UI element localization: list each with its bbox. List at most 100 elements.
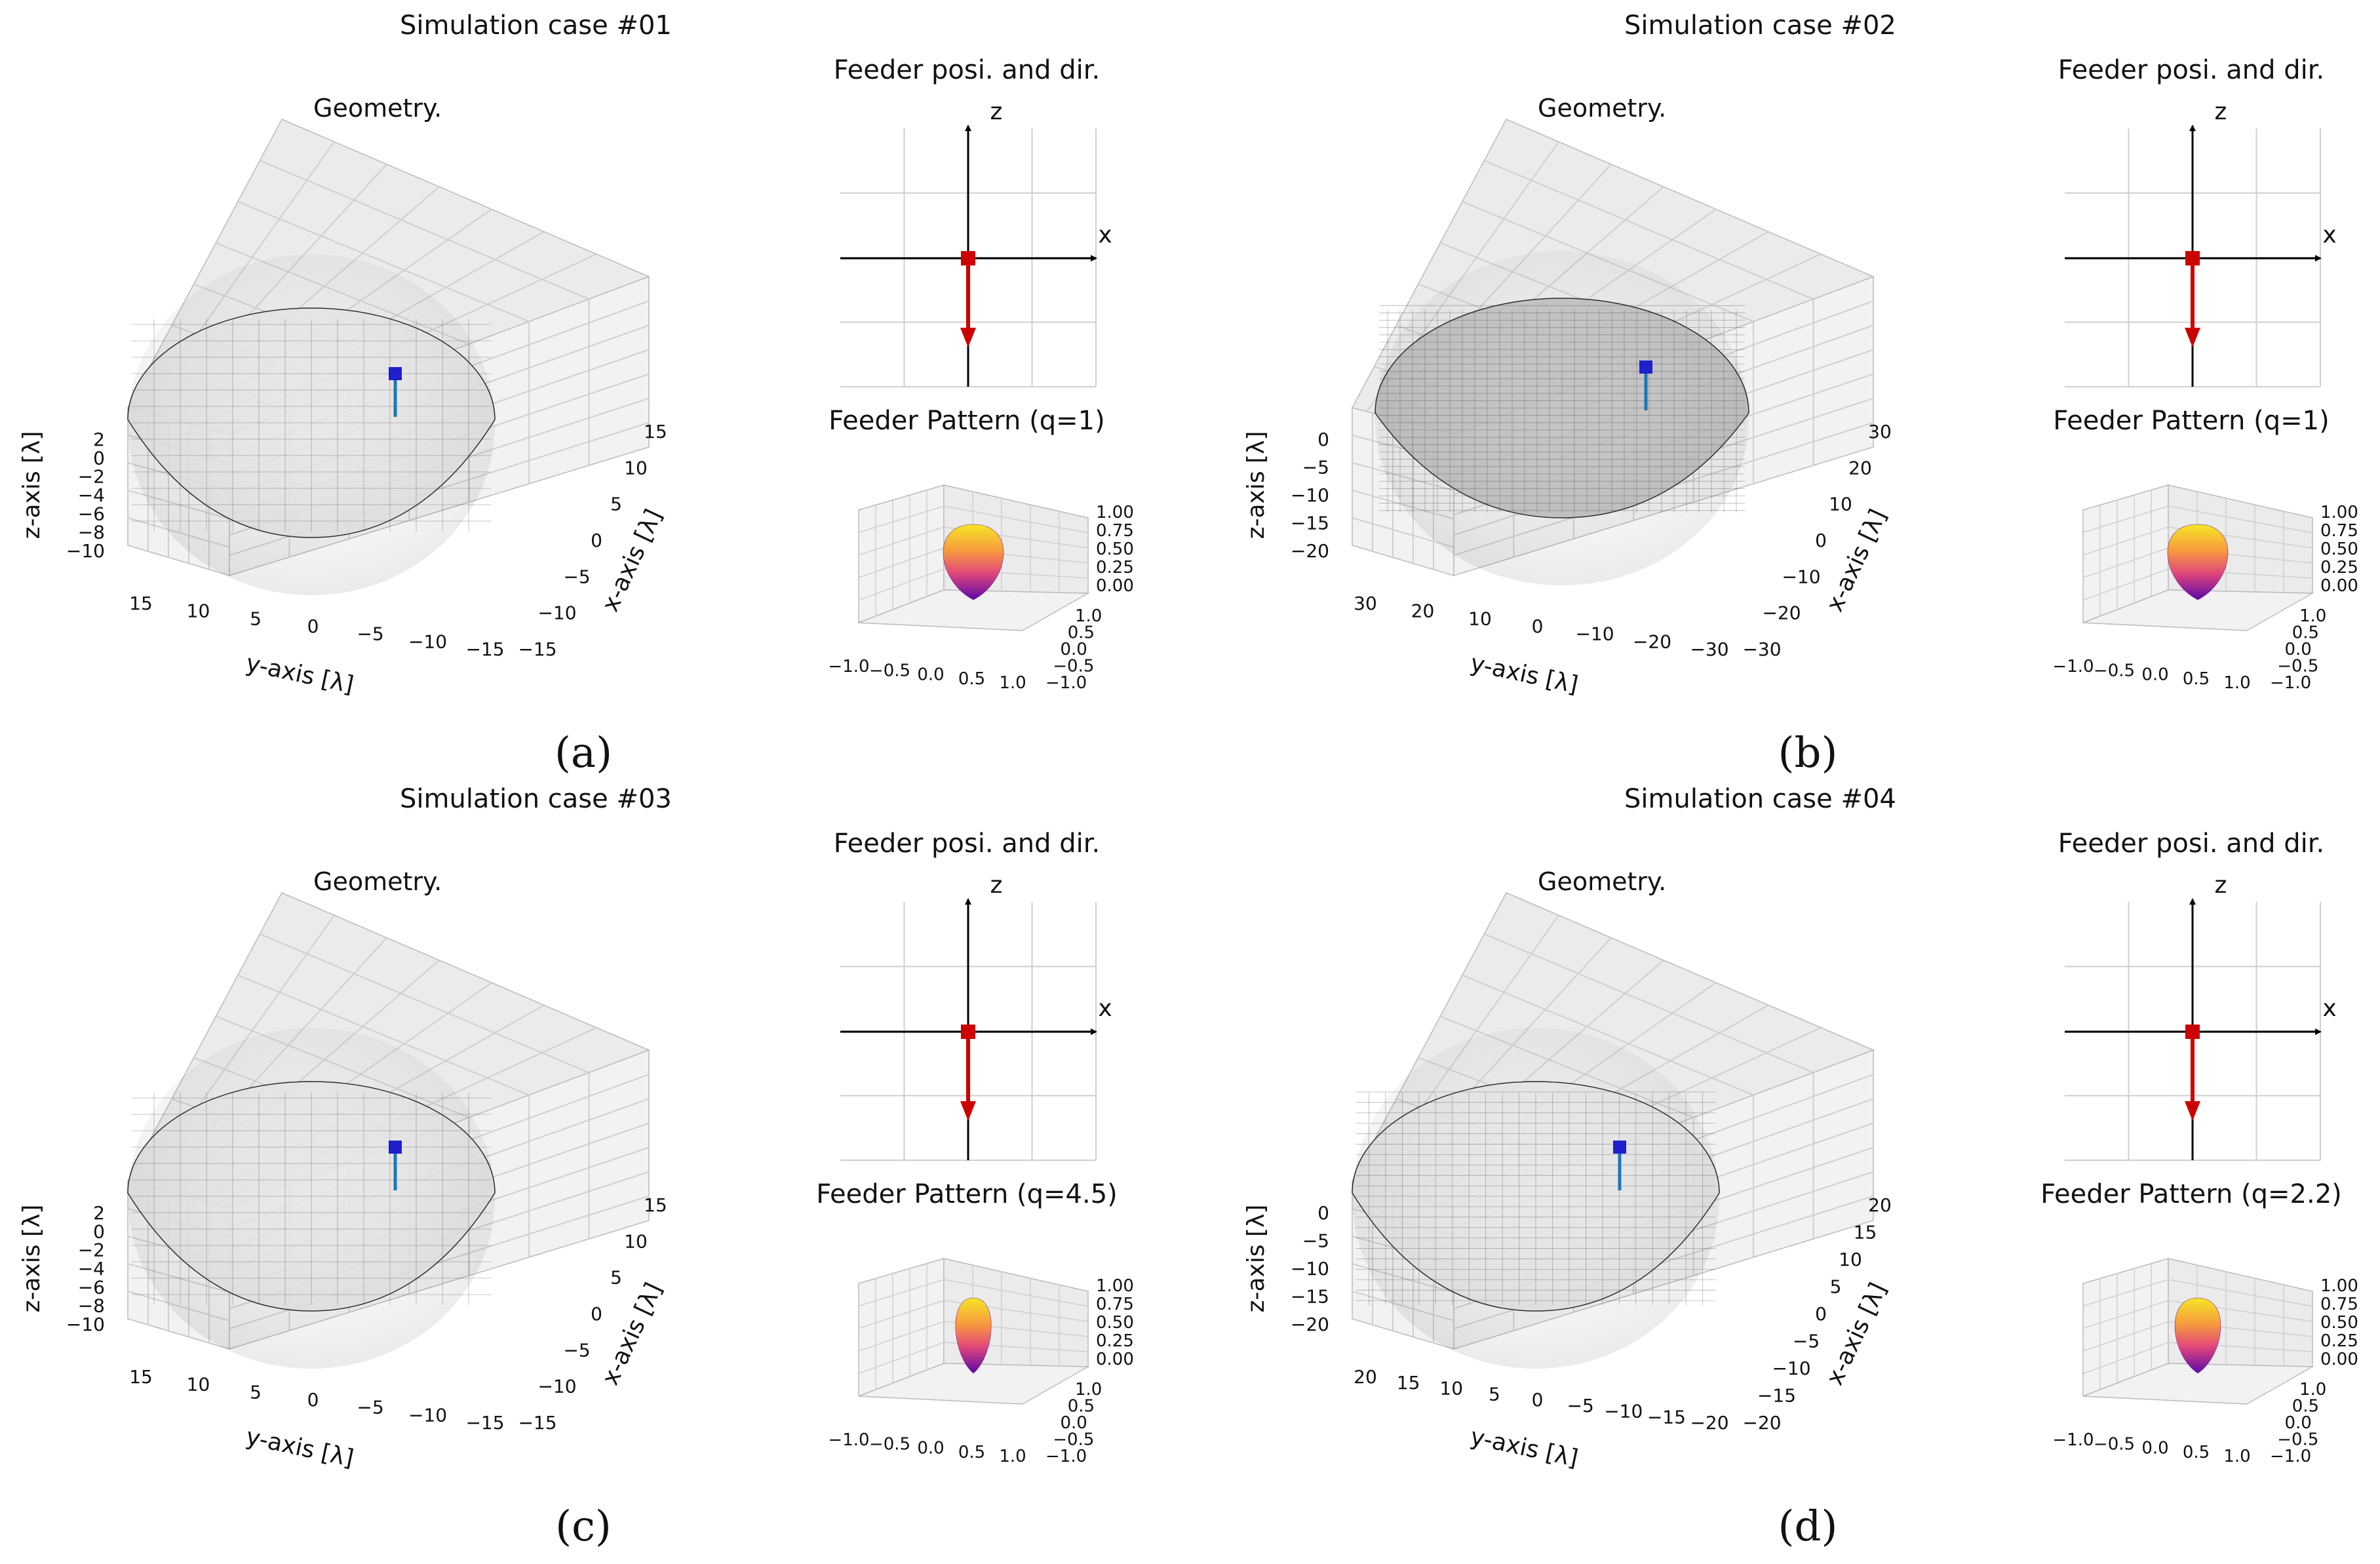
subfigure-c: Simulation case #03Geometry.20−2−4−6−8−1… [18,784,1134,1551]
z-tick-label: −4 [78,484,105,506]
z-tick-label: −10 [66,540,105,562]
z-tick-label: 2 [93,429,105,450]
x-tick-label: 20 [1848,457,1872,479]
y-tick-label: 15 [129,593,153,614]
pattern-x-tick: −1.0 [828,657,869,676]
grid-line [858,547,945,578]
y-tick-label: 20 [1354,1366,1377,1388]
subfigure-b: Simulation case #02 Geometry. 0 −5 −10 −15 −20… [1243,10,2358,777]
pattern-y-tick: −1.0 [2270,1447,2311,1466]
panel-title: Simulation case #01 [400,10,672,41]
pattern-x-tick: −1.0 [2052,657,2094,676]
pattern-x-tick: 1.0 [999,673,1026,693]
pattern-z-tick: 0.75 [1096,521,1134,541]
x-tick-label: −10 [1782,566,1820,587]
x-tick-label: 30 [1868,421,1892,442]
x-axis-letter: x [1098,995,1112,1022]
y-tick-label: −30 [1690,638,1728,660]
pattern-z-tick: 1.00 [1096,503,1134,522]
pattern-z-tick: 0.50 [1096,1313,1134,1333]
pattern-x-tick: −1.0 [828,1430,869,1450]
x-tick-label: −20 [1742,1412,1781,1434]
grid-line [858,1279,945,1307]
radiation-pattern-lobe [2167,524,2229,600]
pattern-y-tick: −1.0 [2270,673,2311,693]
pattern-x-tick: 0.0 [917,1439,944,1458]
grid-line [858,1342,945,1375]
x-tick-label: 0 [1815,530,1827,551]
feeder-marker [1613,1141,1626,1154]
y-tick-label: 30 [1354,593,1377,614]
pattern-z-tick: 0.50 [1096,539,1134,559]
reflector-dish [127,1028,496,1369]
panel-label: (b) [1778,729,1838,777]
grid-line [858,1300,945,1329]
x-tick-label: −15 [518,638,556,660]
direction-arrowhead [960,1101,976,1121]
feeder-marker [1639,361,1652,374]
z-tick-label: −20 [1291,1314,1329,1335]
pattern-y-tick: 0.5 [2292,1397,2319,1417]
z-tick-label: 0 [93,447,105,469]
y-tick-label: 10 [1439,1378,1463,1399]
x-tick-label: 0 [591,1303,602,1325]
pattern-y-tick: 1.0 [1075,606,1102,626]
feeder-marker [389,367,402,380]
x-tick-label: 15 [644,421,667,442]
x-tick-label: 10 [624,457,648,479]
panel-title: Simulation case #04 [1624,784,1896,814]
y-tick-label: 20 [1411,600,1435,622]
grid-line [260,159,589,300]
z-tick-label: −6 [78,1276,105,1298]
z-axis-letter: z [2215,872,2227,899]
z-tick-label: −15 [1291,1286,1329,1308]
z-tick-label: −2 [78,466,105,488]
pattern-z-tick: 0.00 [1096,1350,1134,1369]
grid-line [1484,933,1814,1074]
z-axis-label: z-axis [λ] [1243,1205,1270,1313]
x-tick-label: −10 [537,1376,576,1398]
y-tick-label: 0 [1532,1389,1544,1411]
pattern-x-tick: 0.5 [2183,669,2210,689]
x-axis-label: x-axis [λ] [597,1279,668,1390]
y-tick-label: −5 [1567,1395,1593,1417]
pattern-z-tick: 0.75 [2320,521,2358,541]
pattern-z-tick: 0.25 [2320,558,2358,577]
y-tick-label: 15 [1397,1372,1420,1394]
x-tick-label: 0 [591,530,602,551]
pattern-y-tick: −0.5 [1053,1430,1094,1450]
pattern-y-tick: 1.0 [2299,606,2326,626]
pattern-y-tick: 0.5 [1068,1397,1095,1417]
feeder-pattern-title: Feeder Pattern (q=4.5) [816,1179,1118,1209]
grid-line [2082,1321,2169,1352]
x-axis-label: x-axis [λ] [597,505,668,616]
y-tick-label: −10 [408,1404,447,1426]
pattern-floor-pane [858,589,1090,631]
panel-label: (a) [555,729,612,777]
dish-shade [128,1028,495,1369]
z-axis-letter: z [2215,98,2227,125]
reflector-dish [1375,251,1749,585]
y-axis-label: y-axis [λ] [244,1423,357,1472]
pattern-y-tick: −0.5 [2277,1430,2318,1450]
pattern-x-tick: −0.5 [869,1434,910,1454]
x-axis-label: x-axis [λ] [1822,505,1892,616]
z-axis-label: z-axis [λ] [18,1205,45,1313]
z-axis-letter: z [990,98,1003,125]
pattern-x-tick: 1.0 [2223,673,2250,693]
radiation-pattern-lobe [2174,1297,2221,1374]
z-tick-label: −20 [1291,540,1329,562]
pattern-z-tick: 1.00 [2320,503,2358,522]
grid-line [1462,974,1754,1096]
y-tick-label: 5 [250,608,262,629]
x-axis-letter: x [1098,222,1112,248]
y-tick-label: 10 [187,1374,210,1396]
y-tick-label: 0 [307,616,319,637]
grid-line [2082,568,2169,601]
x-tick-label: 5 [610,1267,622,1289]
grid-line [2082,1342,2169,1375]
y-tick-label: −10 [1604,1401,1643,1422]
pattern-z-tick: 1.00 [1096,1276,1134,1296]
direction-arrowhead [960,328,976,347]
z-tick-label: −10 [1291,484,1329,506]
